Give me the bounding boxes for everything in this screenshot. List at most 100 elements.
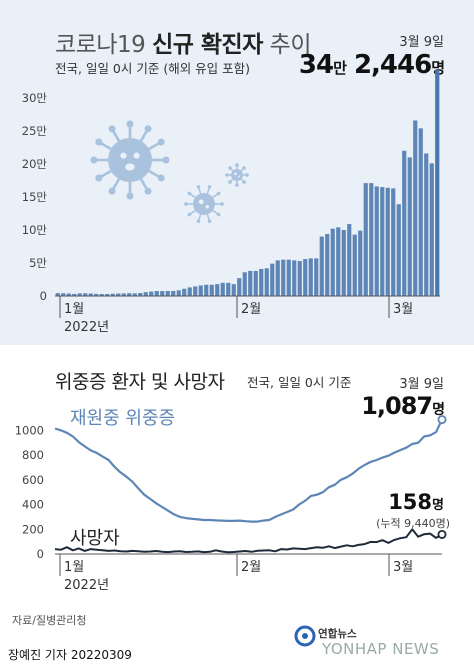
bar: [396, 204, 401, 296]
x-tick-label: 1월: [64, 560, 84, 575]
bar: [72, 293, 77, 296]
bar: [424, 153, 429, 296]
bar: [121, 293, 126, 296]
bar: [77, 293, 82, 296]
icu-latest-value: 1,087명: [361, 392, 445, 420]
logo-text: 연합뉴스: [318, 628, 357, 640]
bar: [402, 150, 407, 296]
y-tick-label: 25만: [22, 124, 48, 138]
bar: [303, 259, 308, 296]
peak-unit-a: 만: [333, 59, 347, 77]
virus-icon-small: [225, 163, 249, 187]
peak-num-b: 2,446: [345, 50, 432, 80]
section2-date: 3월 9일: [399, 377, 444, 392]
bar: [275, 260, 280, 296]
bar: [385, 187, 390, 296]
bar: [347, 224, 352, 296]
bar: [319, 236, 324, 296]
y-tick-label: 15만: [22, 190, 48, 204]
death-cumulative: (누적 9,440명): [376, 517, 450, 530]
source-note: 자료/질병관리청: [12, 614, 87, 627]
title-bold: 신규 확진자: [152, 32, 263, 58]
peak-unit-b: 명: [431, 59, 445, 77]
x-tick-label: 3월: [393, 560, 413, 575]
bar: [314, 258, 319, 296]
end-point-marker: [437, 415, 447, 425]
y-tick-label: 5만: [29, 256, 47, 270]
bar: [99, 294, 104, 296]
bar: [308, 258, 313, 296]
bar: [325, 233, 330, 296]
icu-unit: 명: [432, 402, 445, 418]
bar: [369, 183, 374, 296]
chart-title: 코로나19 신규 확진자 추이: [55, 25, 312, 59]
y-tick-label: 10만: [22, 223, 48, 237]
bar: [242, 272, 247, 296]
section2-title: 위중증 환자 및 사망자: [55, 371, 225, 393]
latest-date: 3월 9일: [399, 35, 444, 50]
bar: [391, 188, 396, 296]
bar: [264, 268, 269, 296]
bar: [182, 288, 187, 296]
bar: [253, 270, 258, 296]
bar: [127, 293, 132, 296]
section2-subtitle: 전국, 일일 0시 기준: [247, 375, 352, 390]
x-tick-label: 1월: [64, 302, 84, 317]
title-prefix: 코로나19: [55, 32, 153, 58]
bar: [209, 284, 214, 296]
bar: [429, 163, 434, 296]
bar: [132, 293, 137, 296]
x-tick-label: 2월: [241, 302, 261, 317]
x-tick-label: 2022년: [64, 320, 109, 335]
bar: [138, 293, 143, 296]
bar: [435, 69, 440, 297]
icu-series-line: [54, 419, 443, 523]
bar: [226, 282, 231, 296]
yonhap-logo: 연합뉴스 YONHAP NEWS: [294, 625, 464, 663]
bar: [88, 293, 93, 296]
bar: [292, 260, 297, 296]
icu-deaths-line-chart: 0 200 400 600 800 1000 1월 2022년 2월 3월: [15, 415, 447, 590]
bar: [154, 291, 159, 296]
end-point-marker: [437, 529, 447, 539]
bar: [149, 291, 154, 296]
y-tick-label: 30만: [22, 91, 48, 105]
death-latest-value: 158명: [388, 490, 444, 514]
bar: [363, 183, 368, 296]
bar: [160, 291, 165, 296]
death-series-line: [54, 528, 443, 554]
bar: [418, 128, 423, 296]
title-suffix: 추이: [262, 32, 312, 58]
y-tick-label: 0: [40, 289, 47, 303]
bar: [55, 293, 60, 296]
logo-subtext: YONHAP NEWS: [322, 640, 440, 658]
peak-num-a: 34: [298, 50, 334, 80]
bar: [204, 284, 209, 296]
virus-icon-medium: [184, 185, 224, 223]
yonhap-logo-icon: [294, 625, 316, 647]
bar: [259, 268, 264, 296]
bar: [198, 285, 203, 296]
death-value: 158: [388, 490, 433, 514]
bar: [94, 293, 99, 296]
y-tick-label: 800: [22, 448, 44, 462]
bar: [231, 284, 236, 296]
bar: [248, 270, 253, 296]
bar: [220, 282, 225, 296]
bar: [407, 157, 412, 296]
bar: [297, 261, 302, 296]
bar: [143, 292, 148, 296]
bar: [270, 263, 275, 296]
x-tick-label: 2월: [241, 560, 261, 575]
bar: [374, 186, 379, 296]
author-credit: 장예진 기자 20220309: [8, 648, 132, 662]
bar: [237, 278, 242, 296]
bar: [281, 259, 286, 296]
bar: [286, 259, 291, 296]
x-tick-label: 3월: [393, 302, 413, 317]
y-tick-label: 600: [22, 473, 44, 487]
latest-cases-value: 34만 2,446명: [298, 50, 445, 80]
bar: [171, 290, 176, 296]
icu-value: 1,087: [361, 392, 433, 420]
bar: [215, 284, 220, 296]
